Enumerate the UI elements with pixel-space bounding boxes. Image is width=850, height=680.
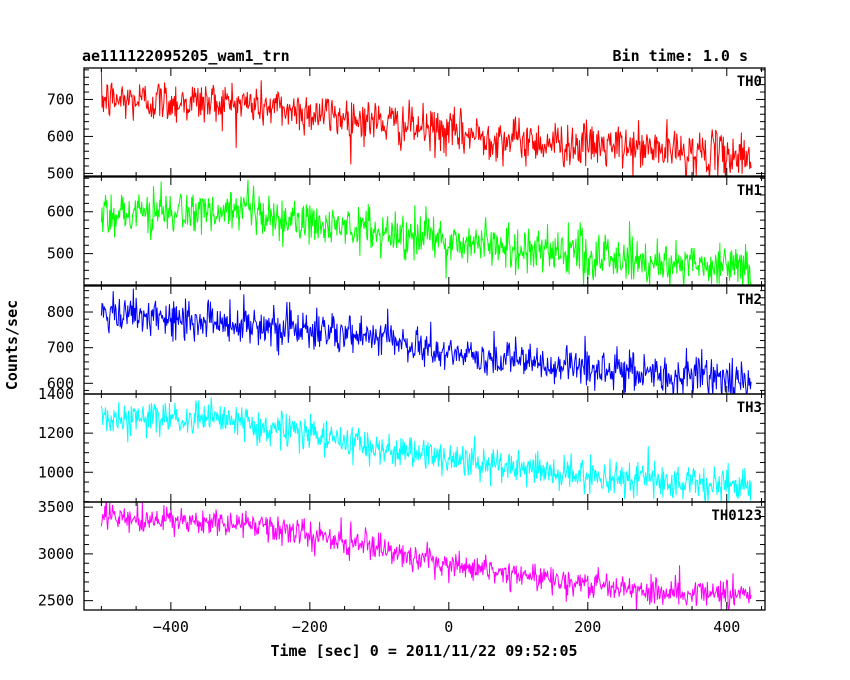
x-axis-label: Time [sec] 0 = 2011/11/22 09:52:05 (270, 642, 577, 660)
x-tick-label: 400 (713, 618, 740, 636)
y-tick-label: 800 (47, 303, 74, 321)
panel-th2: TH2 600 700 800 (47, 285, 766, 395)
y-tick-label: 500 (47, 164, 74, 182)
panel-frame (83, 176, 766, 286)
series-line-th0 (100, 68, 752, 176)
series-line-th1 (100, 179, 752, 285)
y-tick-label: 1400 (38, 385, 74, 403)
y-tick-label: 1000 (38, 463, 74, 481)
x-tick-label: −200 (292, 618, 328, 636)
y-tick-label: 700 (47, 90, 74, 108)
panel-label: TH3 (737, 400, 762, 416)
series-line-th0123 (100, 502, 752, 610)
x-tick-label: 200 (574, 618, 601, 636)
panel-th0: TH0 500 600 700 (47, 67, 766, 182)
panel-th1: TH1 500 600 (47, 176, 766, 286)
y-tick-label: 600 (47, 203, 74, 221)
y-axis-label: Counts/sec (3, 300, 21, 390)
y-tick-label: 500 (47, 245, 74, 263)
y-tick-label: 700 (47, 339, 74, 357)
y-tick-label: 2500 (38, 592, 74, 610)
y-tick-label: 3000 (38, 545, 74, 563)
x-axis: −400 −200 0 200 400 (153, 618, 741, 636)
panel-th0123: TH0123 2500 3000 3500 (38, 498, 766, 611)
panel-label: TH1 (737, 183, 762, 199)
series-line-th2 (100, 288, 752, 394)
chart-title: ae111122095205_wam1_trn (82, 47, 290, 65)
y-tick-label: 600 (47, 127, 74, 145)
bin-time-label: Bin time: 1.0 s (613, 47, 748, 65)
panel-th3: TH3 1000 1200 1400 (38, 385, 766, 503)
panel-label: TH0 (737, 74, 762, 90)
x-tick-label: −400 (153, 618, 189, 636)
panels-group: TH0 500 600 700 TH1 500 600 TH2 600 700 800 TH3 1000… (38, 67, 766, 611)
panel-frame (83, 501, 766, 611)
y-tick-label: 1200 (38, 424, 74, 442)
series-line-th3 (100, 397, 752, 502)
x-tick-label: 0 (444, 618, 453, 636)
panel-label: TH0123 (711, 508, 762, 524)
y-tick-label: 3500 (38, 498, 74, 516)
y-tick-label: 600 (47, 374, 74, 392)
panel-label: TH2 (737, 292, 762, 308)
